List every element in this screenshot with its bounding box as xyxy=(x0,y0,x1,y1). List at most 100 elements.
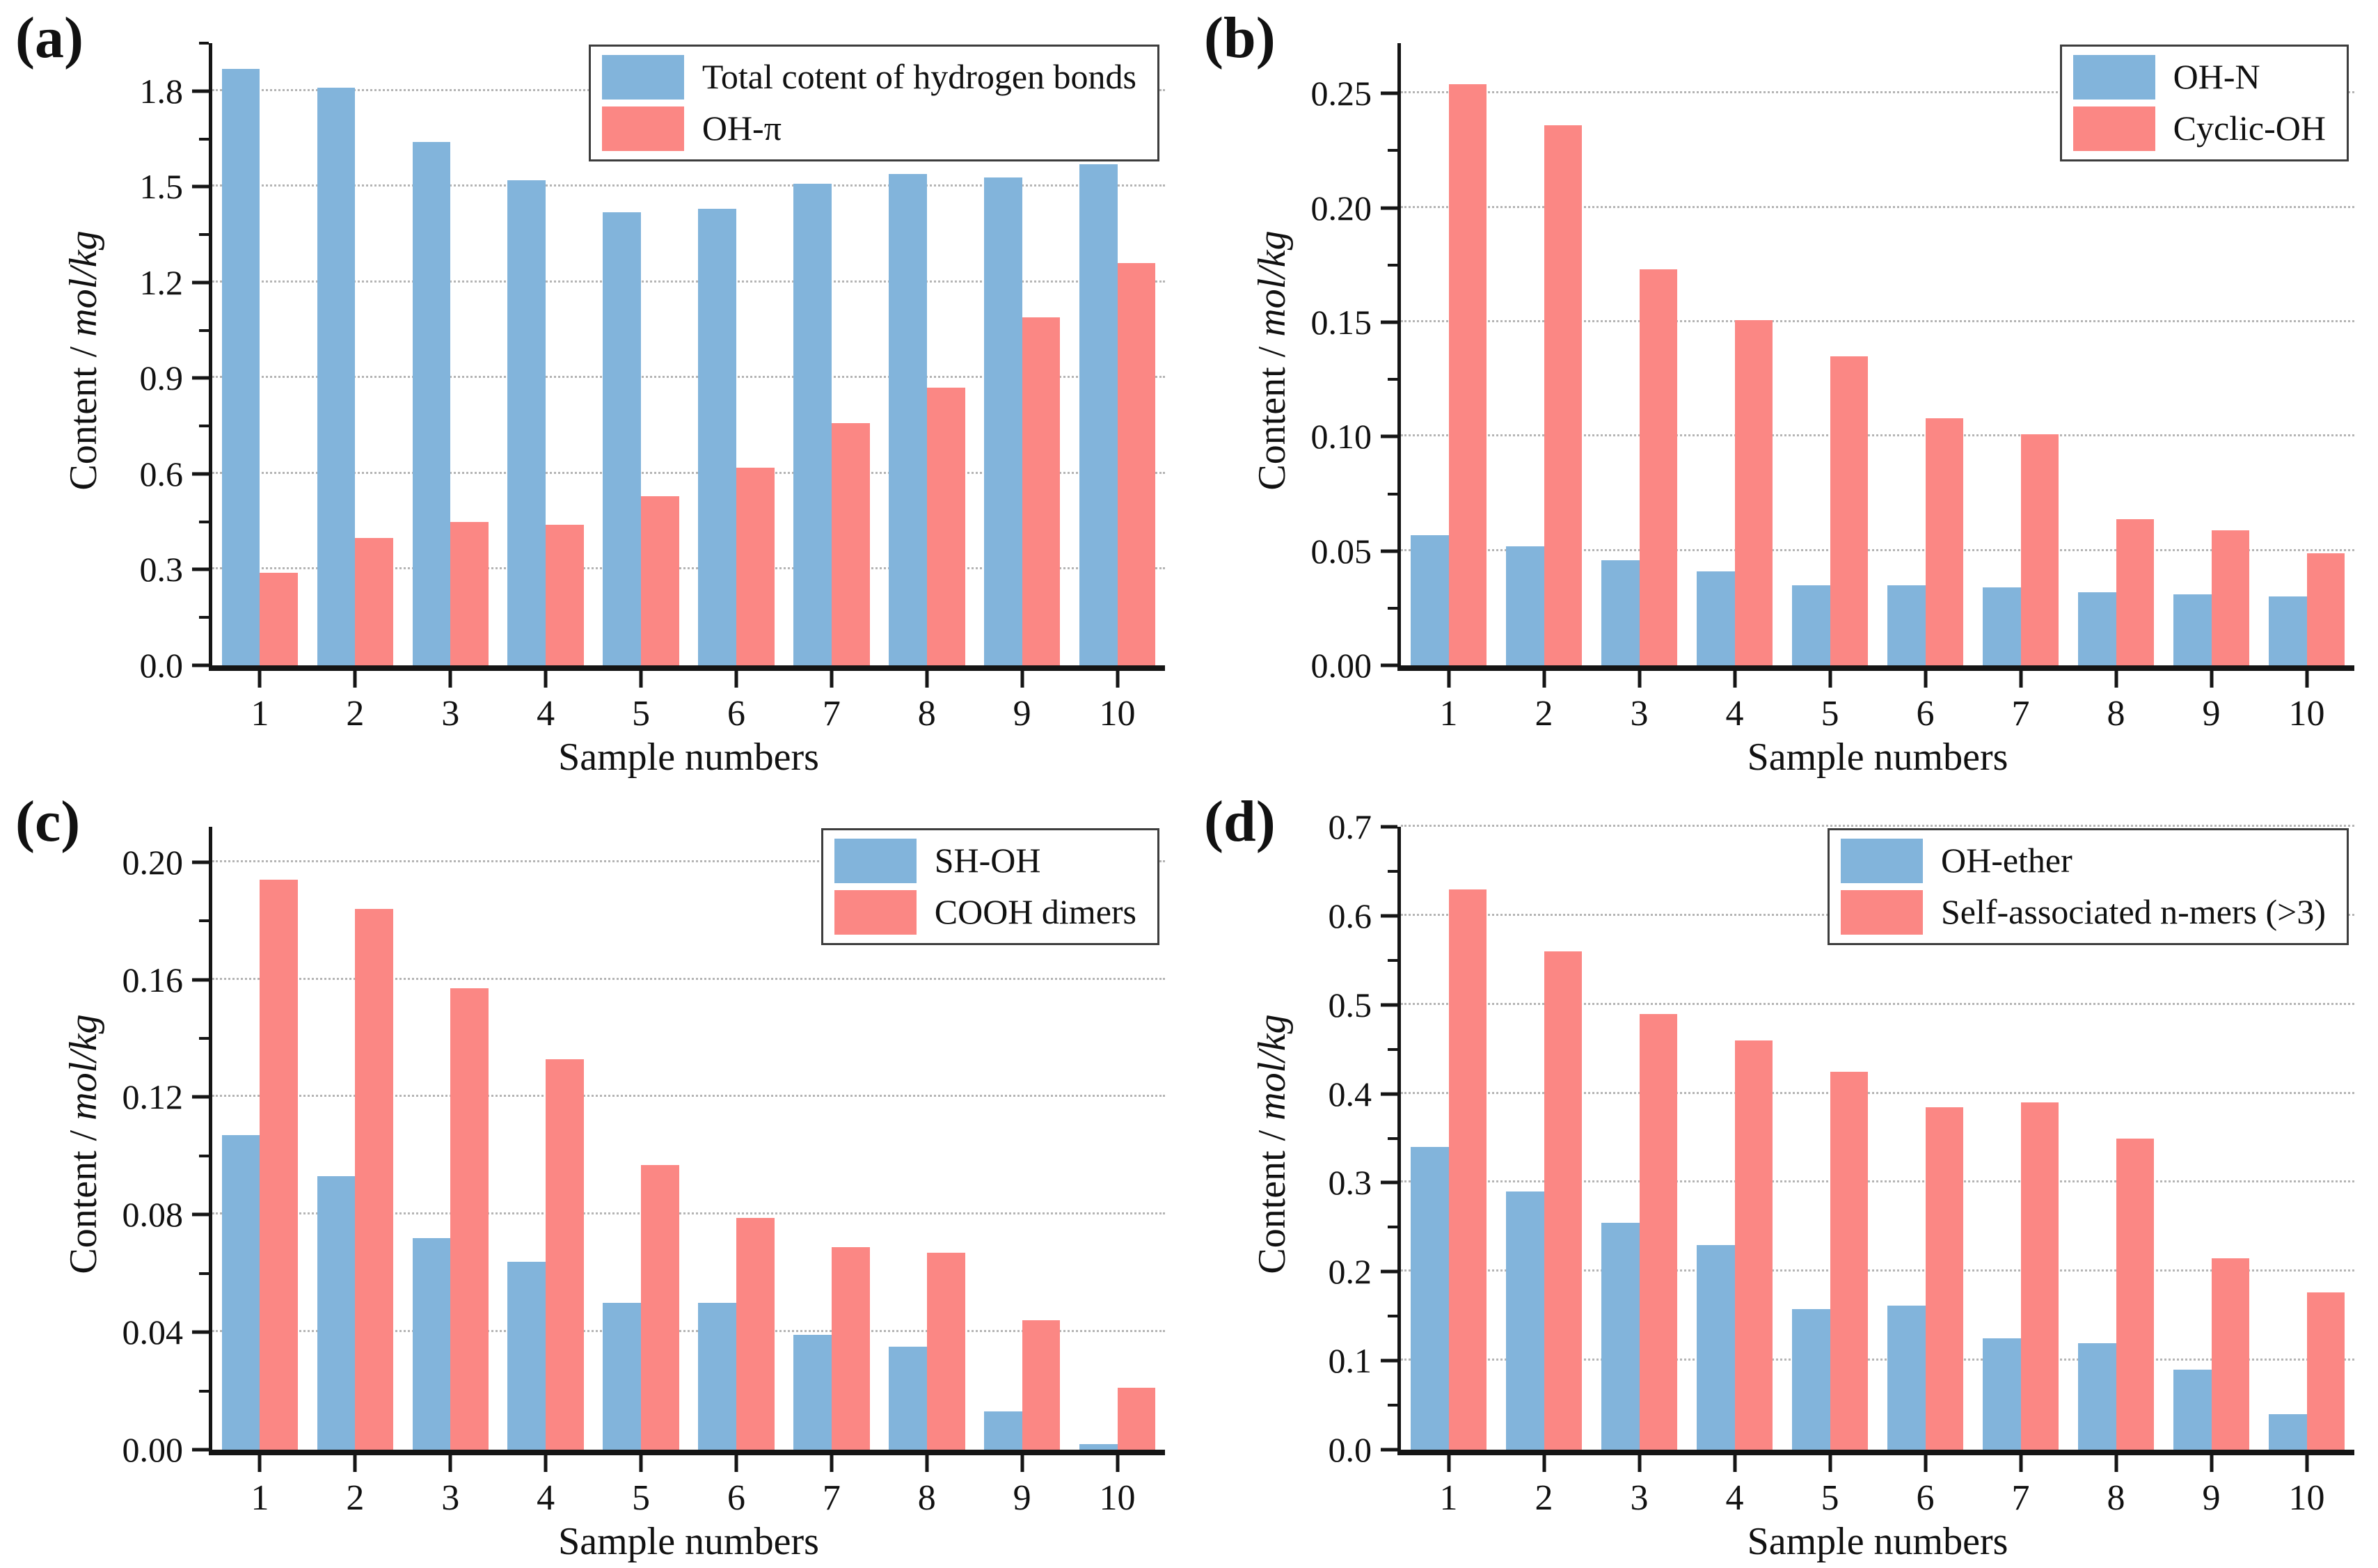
x-axis-tick-label: 10 xyxy=(1099,694,1136,734)
y-axis-tick-label: 0.0 xyxy=(139,646,184,685)
y-axis-minor-tick xyxy=(1388,378,1397,381)
bar-total-cotent-of-hydrogen-bonds-sample-10 xyxy=(1079,164,1118,665)
bar-self-associated-n-mers-3-sample-6 xyxy=(1925,1107,1964,1450)
legend-label-sh-oh: SH-OH xyxy=(934,841,1041,880)
y-axis-tick-label: 0.3 xyxy=(1328,1163,1372,1203)
x-axis-tick-label: 2 xyxy=(1535,694,1553,734)
y-axis-minor-tick xyxy=(199,520,209,523)
bar-oh-sample-6 xyxy=(736,467,775,665)
x-axis-tick-label: 3 xyxy=(441,1478,460,1518)
bar-total-cotent-of-hydrogen-bonds-sample-6 xyxy=(698,209,736,665)
gridline xyxy=(212,1095,1165,1098)
y-axis-major-tick xyxy=(192,89,209,93)
x-axis-tick-label: 9 xyxy=(2202,694,2221,734)
bar-oh-sample-3 xyxy=(450,521,489,665)
gridline xyxy=(212,1330,1165,1333)
chart-c: Content / mol/kg 0.00 0.04 0.08 0.12 0.16 0.20… xyxy=(0,784,1189,1568)
bar-group-8 xyxy=(879,43,974,665)
y-axis-major-tick xyxy=(1381,663,1397,667)
x-axis-tick-label: 1 xyxy=(251,694,269,734)
y-axis-major-tick xyxy=(192,376,209,380)
y-axis-tick-label: 0.10 xyxy=(1310,417,1372,457)
x-axis-tick-label: 4 xyxy=(537,694,555,734)
bar-oh-n-sample-5 xyxy=(1791,585,1830,665)
bar-group-5 xyxy=(1782,43,1878,665)
x-axis-tick xyxy=(257,1455,262,1472)
bar-sh-oh-sample-10 xyxy=(1079,1443,1118,1450)
bar-oh-ether-sample-6 xyxy=(1887,1305,1926,1450)
x-axis-tick xyxy=(2019,671,2022,688)
y-axis-tick-label: 0.12 xyxy=(122,1077,184,1117)
legend-label-oh: OH-π xyxy=(701,109,782,148)
x-axis-tick xyxy=(1020,671,1024,688)
panel-c: (c) Content / mol/kg 0.00 0.04 0.08 0.12 0.16… xyxy=(0,784,1189,1568)
bar-oh-n-sample-9 xyxy=(2173,594,2212,665)
y-axis-minor-tick xyxy=(1388,958,1397,962)
bar-cooh-dimers-sample-1 xyxy=(260,880,299,1450)
gridline xyxy=(212,184,1165,187)
x-axis-tick-label: 6 xyxy=(727,1478,745,1518)
x-axis-tick xyxy=(1116,1455,1120,1472)
bar-oh-ether-sample-10 xyxy=(2268,1413,2307,1450)
panel-a: (a) Content / mol/kg 0.0 0.3 0.6 0.9 1.2 1.5 1.… xyxy=(0,0,1189,784)
x-axis-tick-label: 8 xyxy=(917,694,936,734)
x-axis-tick xyxy=(2019,1455,2022,1472)
panel-label-a: (a) xyxy=(15,6,84,70)
legend-label-cyclic-oh: Cyclic-OH xyxy=(2173,109,2326,148)
bar-cooh-dimers-sample-7 xyxy=(831,1246,870,1450)
y-axis-major-tick xyxy=(192,472,209,476)
x-axis-tick-label: 3 xyxy=(1630,1478,1649,1518)
bar-group-9 xyxy=(974,43,1070,665)
bar-group-5 xyxy=(594,43,689,665)
bar-group-10 xyxy=(1070,43,1165,665)
x-axis-tick-label: 5 xyxy=(1821,1478,1839,1518)
x-axis-tick-label: 9 xyxy=(1013,1478,1031,1518)
x-axis-tick xyxy=(1638,1455,1641,1472)
y-axis-tick-label: 0.04 xyxy=(122,1313,184,1352)
y-axis-tick-label: 1.8 xyxy=(139,71,184,111)
x-axis-tick xyxy=(1542,1455,1546,1472)
gridline xyxy=(1401,91,2354,94)
bar-group-8 xyxy=(2068,43,2164,665)
legend-swatch-red xyxy=(601,106,684,151)
y-axis-tick-label: 0.2 xyxy=(1328,1252,1372,1292)
x-axis-tick xyxy=(257,671,262,688)
chart-b: Content / mol/kg 0.00 0.05 0.10 0.15 0.20 0.25… xyxy=(1189,0,2378,784)
x-axis-tick xyxy=(830,671,834,688)
bar-group-10 xyxy=(1070,827,1165,1450)
legend-swatch-red xyxy=(2072,106,2155,151)
bar-group-4 xyxy=(498,827,594,1450)
bar-self-associated-n-mers-3-sample-9 xyxy=(2211,1258,2250,1450)
chart-d: Content / mol/kg 0.0 0.1 0.2 0.3 0.4 0.5 0.6 0.7… xyxy=(1189,784,2378,1568)
legend-swatch-blue xyxy=(834,839,917,883)
bar-total-cotent-of-hydrogen-bonds-sample-4 xyxy=(507,180,546,665)
y-axis-minor-tick xyxy=(199,1389,209,1393)
plot-area: 0.0 0.1 0.2 0.3 0.4 0.5 0.6 0.7 1 2 3 4 5 6 7 8 9 10 Sampl… xyxy=(1329,809,2354,1561)
bar-group-5 xyxy=(594,827,689,1450)
bar-sh-oh-sample-5 xyxy=(603,1302,642,1450)
gridline xyxy=(1401,548,2354,551)
bar-oh-sample-5 xyxy=(641,496,679,665)
bar-oh-ether-sample-2 xyxy=(1505,1191,1544,1450)
bar-oh-sample-9 xyxy=(1022,317,1061,665)
x-axis-tick-label: 8 xyxy=(2107,1478,2125,1518)
y-axis-title-regular: Content / xyxy=(62,1120,105,1275)
y-axis-major-tick xyxy=(1381,1092,1397,1096)
bar-oh-n-sample-1 xyxy=(1410,534,1449,665)
legend-row: OH-N xyxy=(2072,55,2326,100)
x-axis-tick-label: 10 xyxy=(2288,694,2325,734)
gridline xyxy=(1401,320,2354,322)
bar-group-2 xyxy=(308,43,403,665)
bar-group-1 xyxy=(1401,43,1496,665)
legend-label-self-associated-n-mers-3: Self-associated n-mers (>3) xyxy=(1940,892,2326,932)
x-axis-tick-label: 5 xyxy=(632,1478,651,1518)
bar-total-cotent-of-hydrogen-bonds-sample-1 xyxy=(221,68,260,665)
y-axis-major-tick xyxy=(192,184,209,189)
legend-box: Total cotent of hydrogen bonds OH-π xyxy=(588,45,1159,161)
y-axis-tick-label: 1.5 xyxy=(139,167,184,207)
bar-oh-n-sample-3 xyxy=(1601,560,1640,665)
legend-label-oh-n: OH-N xyxy=(2173,57,2260,97)
y-axis-major-tick xyxy=(192,860,209,864)
x-axis-tick xyxy=(830,1455,834,1472)
bar-group-10 xyxy=(2259,827,2354,1450)
